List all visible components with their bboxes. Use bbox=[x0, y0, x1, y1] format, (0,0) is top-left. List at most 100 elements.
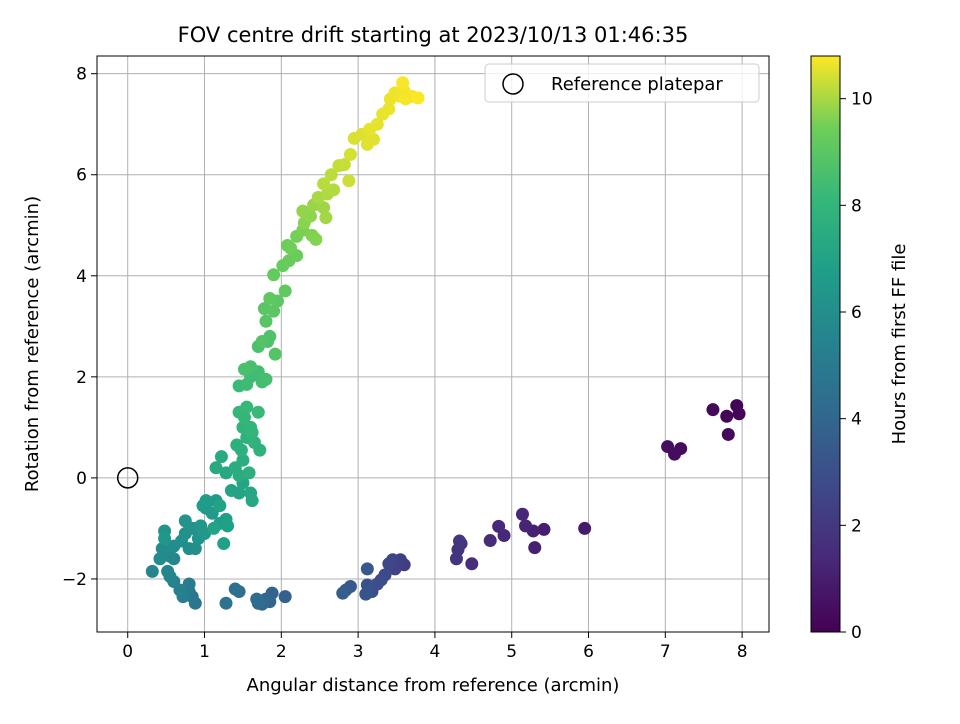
data-point bbox=[145, 564, 159, 578]
data-point bbox=[217, 537, 231, 551]
legend: Reference platepar bbox=[484, 63, 760, 103]
colorbar-ticks: 0 2 4 6 8 10 bbox=[840, 90, 873, 643]
data-point bbox=[221, 519, 235, 533]
y-axis-ticks: −2 0 2 4 6 8 bbox=[62, 65, 97, 590]
y-tick-label: 4 bbox=[76, 267, 87, 287]
colorbar-tick-label: 2 bbox=[851, 516, 862, 536]
x-tick-label: 8 bbox=[737, 642, 748, 662]
y-tick-label: 6 bbox=[76, 166, 87, 186]
data-point bbox=[492, 519, 506, 533]
data-point bbox=[359, 587, 373, 601]
x-tick-label: 4 bbox=[430, 642, 441, 662]
y-tick-label: −2 bbox=[62, 570, 87, 590]
data-point bbox=[515, 507, 529, 521]
data-point bbox=[268, 347, 282, 361]
data-point bbox=[324, 168, 338, 182]
data-point bbox=[336, 586, 350, 600]
data-point bbox=[236, 453, 250, 467]
reference-marker-layer bbox=[116, 467, 139, 489]
data-point bbox=[343, 148, 357, 162]
data-point bbox=[578, 521, 592, 535]
data-point bbox=[250, 592, 264, 606]
data-point bbox=[411, 91, 425, 105]
data-point bbox=[721, 427, 735, 441]
data-point bbox=[327, 183, 341, 197]
data-point bbox=[253, 443, 267, 457]
data-point bbox=[196, 499, 210, 513]
data-point bbox=[259, 314, 273, 328]
x-tick-label: 7 bbox=[660, 642, 671, 662]
data-point bbox=[267, 304, 281, 318]
data-point bbox=[317, 201, 331, 215]
plot-frame bbox=[96, 55, 770, 633]
data-point bbox=[232, 486, 246, 500]
y-tick-label: 8 bbox=[76, 65, 87, 85]
colorbar-tick-label: 10 bbox=[851, 90, 873, 110]
x-tick-label: 5 bbox=[506, 642, 517, 662]
data-point bbox=[296, 204, 310, 218]
data-point bbox=[528, 541, 542, 555]
y-tick-label: 2 bbox=[76, 368, 87, 388]
colorbar-tick-label: 0 bbox=[851, 623, 862, 643]
data-point bbox=[178, 514, 192, 528]
data-point bbox=[232, 468, 246, 482]
data-point bbox=[366, 132, 380, 146]
chart-title: FOV centre drift starting at 2023/10/13 … bbox=[178, 23, 689, 47]
x-tick-label: 6 bbox=[583, 642, 594, 662]
data-point bbox=[228, 582, 242, 596]
data-point bbox=[188, 542, 202, 556]
x-tick-label: 1 bbox=[199, 642, 210, 662]
data-point bbox=[519, 519, 533, 533]
colorbar-tick-label: 4 bbox=[851, 410, 862, 430]
data-point bbox=[219, 596, 233, 610]
data-point bbox=[483, 534, 497, 548]
data-point bbox=[267, 268, 281, 282]
legend-entry-reference: Reference platepar bbox=[551, 74, 723, 95]
data-point bbox=[396, 76, 410, 90]
data-point bbox=[240, 400, 254, 414]
data-point bbox=[342, 174, 356, 188]
data-point bbox=[237, 362, 251, 376]
data-point bbox=[309, 232, 323, 246]
data-point bbox=[278, 590, 292, 604]
data-point bbox=[382, 102, 396, 116]
reference-platepar-marker bbox=[116, 467, 139, 489]
legend-marker-reference bbox=[502, 73, 524, 95]
data-point bbox=[720, 409, 734, 423]
x-axis-label: Angular distance from reference (arcmin) bbox=[247, 675, 620, 696]
data-point bbox=[245, 494, 259, 508]
data-point bbox=[242, 466, 256, 480]
data-point bbox=[234, 443, 248, 457]
data-point bbox=[251, 405, 265, 419]
data-point bbox=[255, 334, 269, 348]
data-point bbox=[452, 534, 466, 548]
data-point bbox=[706, 403, 720, 417]
y-axis-label: Rotation from reference (arcmin) bbox=[22, 196, 43, 492]
data-point bbox=[537, 522, 551, 536]
data-point bbox=[259, 372, 273, 386]
data-point bbox=[661, 440, 675, 454]
data-point bbox=[158, 532, 172, 546]
data-point bbox=[449, 552, 463, 566]
data-point bbox=[284, 241, 298, 255]
data-point bbox=[465, 557, 479, 571]
grid bbox=[97, 56, 769, 632]
colorbar-tick-label: 8 bbox=[851, 196, 862, 216]
data-point bbox=[213, 499, 227, 513]
x-tick-label: 3 bbox=[353, 642, 364, 662]
data-point bbox=[319, 211, 333, 225]
data-point bbox=[161, 564, 175, 578]
legend-box bbox=[484, 63, 760, 103]
y-tick-label: 0 bbox=[76, 469, 87, 489]
data-point bbox=[214, 450, 228, 464]
data-point bbox=[382, 557, 396, 571]
data-point bbox=[317, 177, 331, 191]
data-point bbox=[153, 552, 167, 566]
data-point bbox=[245, 425, 259, 439]
x-tick-label: 0 bbox=[122, 642, 133, 662]
data-point bbox=[360, 562, 374, 576]
x-tick-label: 2 bbox=[276, 642, 287, 662]
data-point bbox=[732, 407, 746, 421]
